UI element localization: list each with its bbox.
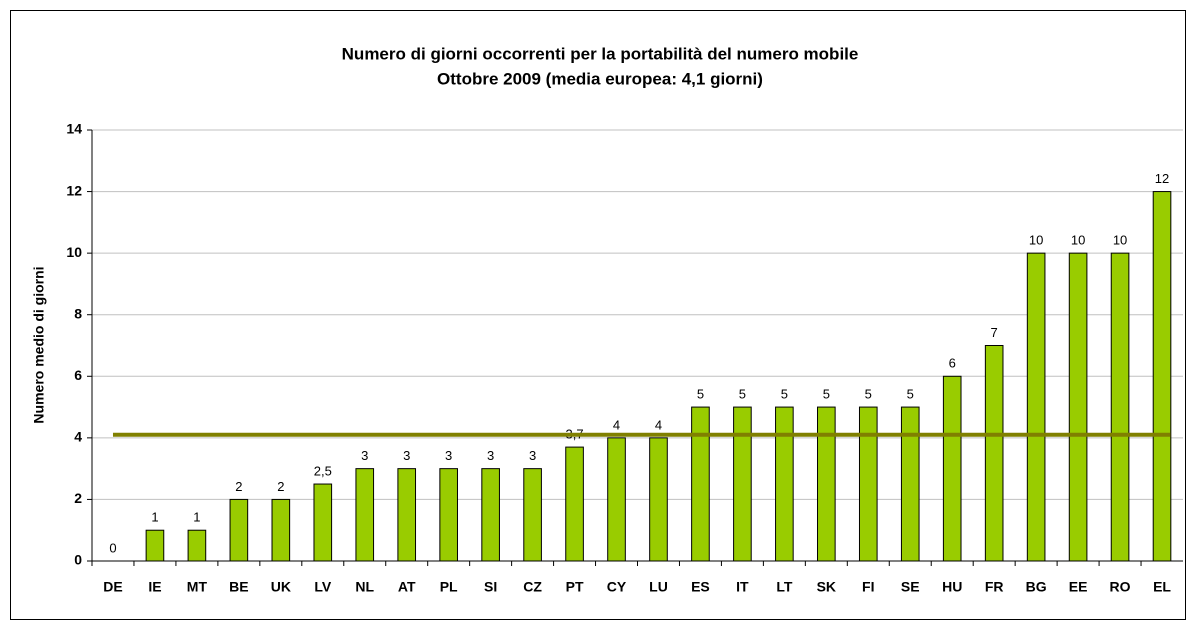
value-label: 0: [109, 540, 116, 555]
bar: [900, 406, 920, 562]
x-tick-label: LU: [649, 579, 668, 595]
value-label: 2: [235, 479, 242, 494]
value-label: 5: [739, 387, 746, 402]
value-label: 5: [865, 387, 872, 402]
value-label: 10: [1113, 233, 1127, 248]
bar: [1152, 191, 1172, 562]
x-tick-label: SK: [817, 579, 836, 595]
value-label: 3: [445, 448, 452, 463]
x-tick-label: MT: [187, 579, 208, 595]
value-label: 4: [613, 417, 620, 432]
y-tick-label: 0: [74, 552, 82, 568]
x-tick-label: DE: [103, 579, 122, 595]
chart-title: Numero di giorni occorrenti per la porta…: [342, 44, 859, 63]
x-tick-label: ES: [691, 579, 710, 595]
bar: [984, 345, 1004, 562]
x-tick-label: RO: [1110, 579, 1131, 595]
x-tick-label: IE: [148, 579, 161, 595]
value-label: 2,5: [314, 463, 332, 478]
y-tick-label: 14: [66, 121, 82, 137]
bar: [229, 498, 249, 562]
x-tick-label: SI: [484, 579, 497, 595]
bar: [649, 437, 668, 562]
bar: [1110, 252, 1130, 562]
value-label: 2: [277, 479, 284, 494]
bar: [271, 498, 291, 562]
x-tick-label: IT: [736, 579, 749, 595]
x-tick-label: PT: [566, 579, 584, 595]
x-tick-label: BG: [1026, 579, 1047, 595]
bar: [145, 529, 165, 562]
bar: [397, 468, 417, 562]
value-label: 4: [655, 417, 662, 432]
x-tick-label: BE: [229, 579, 248, 595]
x-tick-label: EL: [1153, 579, 1171, 595]
x-tick-label: EE: [1069, 579, 1088, 595]
x-tick-label: SE: [901, 579, 920, 595]
x-tick-label: FI: [862, 579, 874, 595]
bar: [817, 406, 836, 562]
value-label: 5: [781, 387, 788, 402]
y-tick-label: 10: [66, 244, 82, 260]
bar: [355, 468, 375, 562]
x-tick-label: UK: [271, 579, 291, 595]
bar: [733, 406, 752, 562]
value-label: 5: [697, 387, 704, 402]
bar: [523, 468, 542, 562]
bar: [481, 468, 500, 562]
x-tick-label: CZ: [523, 579, 542, 595]
y-tick-label: 12: [66, 182, 82, 198]
x-tick-label: AT: [398, 579, 416, 595]
value-label: 1: [193, 510, 200, 525]
x-tick-label: NL: [355, 579, 374, 595]
bar: [439, 468, 458, 562]
value-label: 5: [823, 387, 830, 402]
value-label: 6: [949, 356, 956, 371]
y-axis-label: Numero medio di giorni: [31, 266, 47, 423]
bar: [313, 483, 333, 562]
y-tick-label: 6: [74, 367, 82, 383]
bar: [942, 375, 962, 562]
bar: [187, 529, 207, 562]
bar: [775, 406, 794, 562]
value-label: 10: [1071, 233, 1085, 248]
value-label: 3: [403, 448, 410, 463]
x-tick-label: FR: [985, 579, 1004, 595]
y-tick-label: 4: [74, 429, 82, 445]
x-tick-label: LT: [776, 579, 793, 595]
y-tick-label: 2: [74, 490, 82, 506]
bar: [691, 406, 710, 562]
x-tick-label: HU: [942, 579, 962, 595]
bar: [607, 437, 626, 562]
x-tick-label: PL: [440, 579, 458, 595]
value-label: 10: [1029, 233, 1043, 248]
value-label: 7: [991, 325, 998, 340]
chart-subtitle: Ottobre 2009 (media europea: 4,1 giorni): [437, 69, 763, 88]
value-label: 5: [907, 387, 914, 402]
value-label: 3: [529, 448, 536, 463]
bar: [565, 446, 584, 562]
x-tick-label: CY: [607, 579, 627, 595]
bar: [1068, 252, 1088, 562]
bar: [1026, 252, 1046, 562]
value-label: 1: [151, 510, 158, 525]
x-tick-label: LV: [314, 579, 332, 595]
value-label: 3: [487, 448, 494, 463]
value-label: 3: [361, 448, 368, 463]
bar: [858, 406, 878, 562]
value-label: 12: [1155, 171, 1169, 186]
y-tick-label: 8: [74, 305, 82, 321]
